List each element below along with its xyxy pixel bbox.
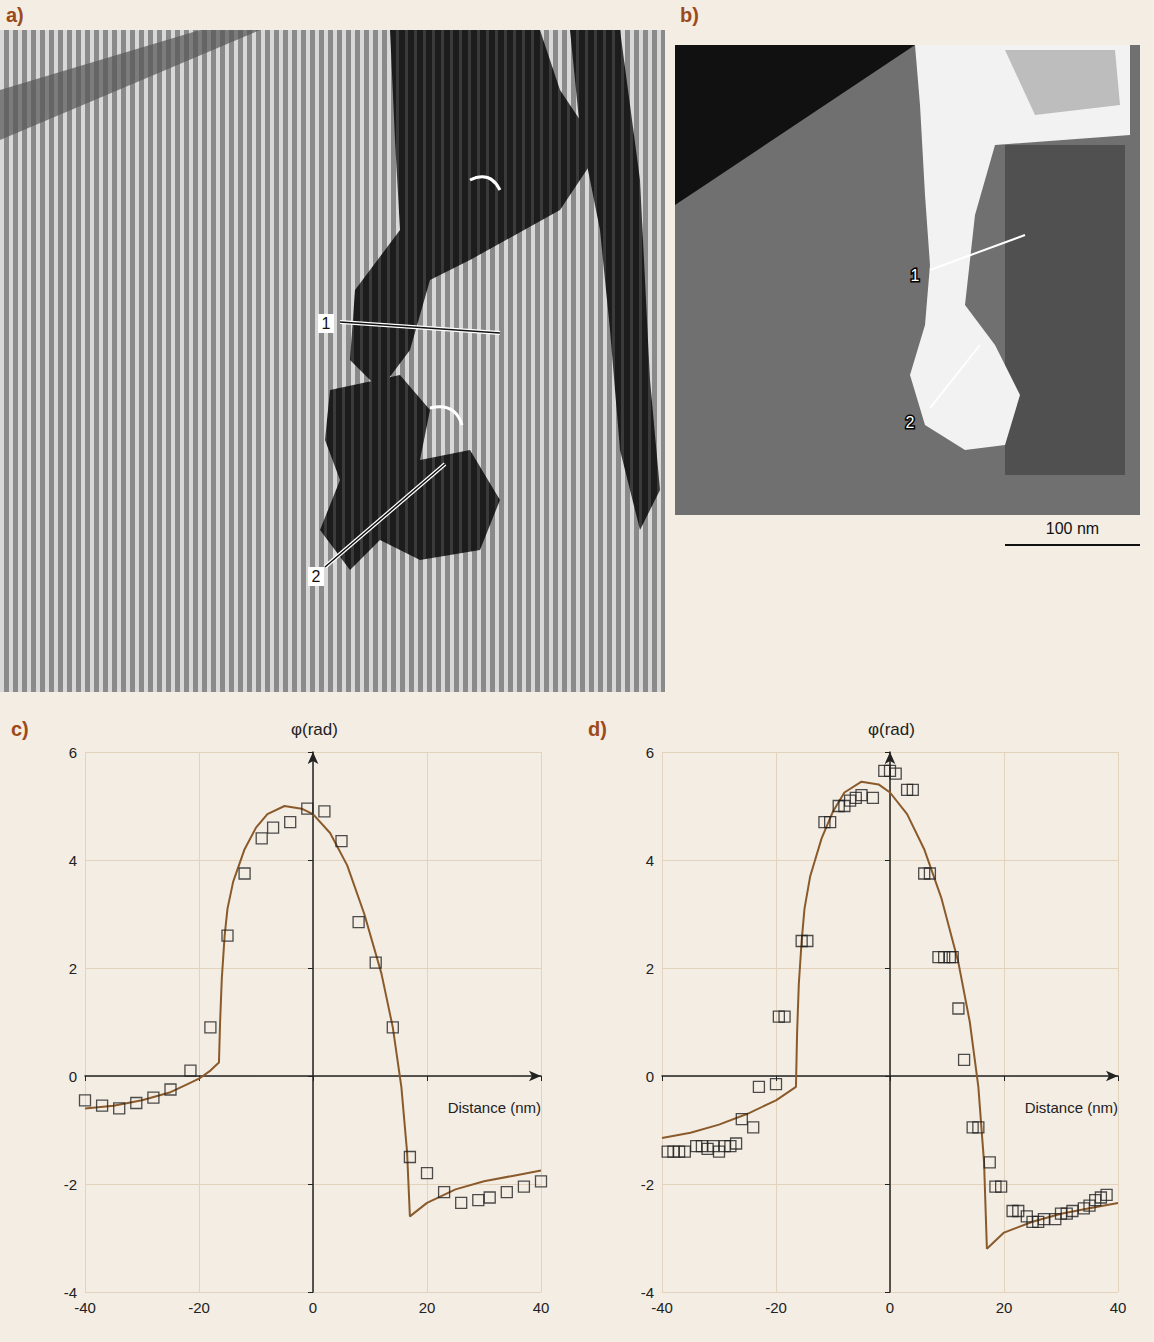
svg-text:-40: -40 xyxy=(74,1299,96,1316)
svg-text:0: 0 xyxy=(69,1068,77,1085)
svg-text:-4: -4 xyxy=(641,1284,654,1301)
svg-text:-4: -4 xyxy=(64,1284,77,1301)
svg-text:2: 2 xyxy=(312,568,321,585)
html-text:100 nm: 100 nm xyxy=(1045,520,1100,537)
svg-text:-20: -20 xyxy=(765,1299,787,1316)
svg-text:-20: -20 xyxy=(188,1299,210,1316)
svg-text:4: 4 xyxy=(69,852,77,869)
svg-text:2: 2 xyxy=(646,960,654,977)
svg-text:-40: -40 xyxy=(651,1299,673,1316)
svg-text:-2: -2 xyxy=(64,1176,77,1193)
svg-text:0: 0 xyxy=(646,1068,654,1085)
html-text:a): a) xyxy=(6,4,24,26)
svg-text:40: 40 xyxy=(533,1299,550,1316)
svg-text:6: 6 xyxy=(69,744,77,761)
svg-text:1: 1 xyxy=(322,315,331,332)
svg-text:2: 2 xyxy=(906,414,915,431)
svg-text:20: 20 xyxy=(419,1299,436,1316)
svg-text:Distance (nm): Distance (nm) xyxy=(1025,1099,1118,1116)
svg-text:2: 2 xyxy=(69,960,77,977)
svg-text:6: 6 xyxy=(646,744,654,761)
svg-text:4: 4 xyxy=(646,852,654,869)
svg-text:-2: -2 xyxy=(641,1176,654,1193)
svg-text:0: 0 xyxy=(886,1299,894,1316)
svg-text:40: 40 xyxy=(1110,1299,1127,1316)
svg-text:d): d) xyxy=(588,718,607,740)
svg-text:Distance (nm): Distance (nm) xyxy=(448,1099,541,1116)
svg-text:φ(rad): φ(rad) xyxy=(291,720,338,739)
svg-text:20: 20 xyxy=(996,1299,1013,1316)
svg-text:0: 0 xyxy=(309,1299,317,1316)
svg-text:φ(rad): φ(rad) xyxy=(868,720,915,739)
svg-text:c): c) xyxy=(11,718,29,740)
svg-text:1: 1 xyxy=(911,267,920,284)
html-text:b): b) xyxy=(680,4,699,26)
